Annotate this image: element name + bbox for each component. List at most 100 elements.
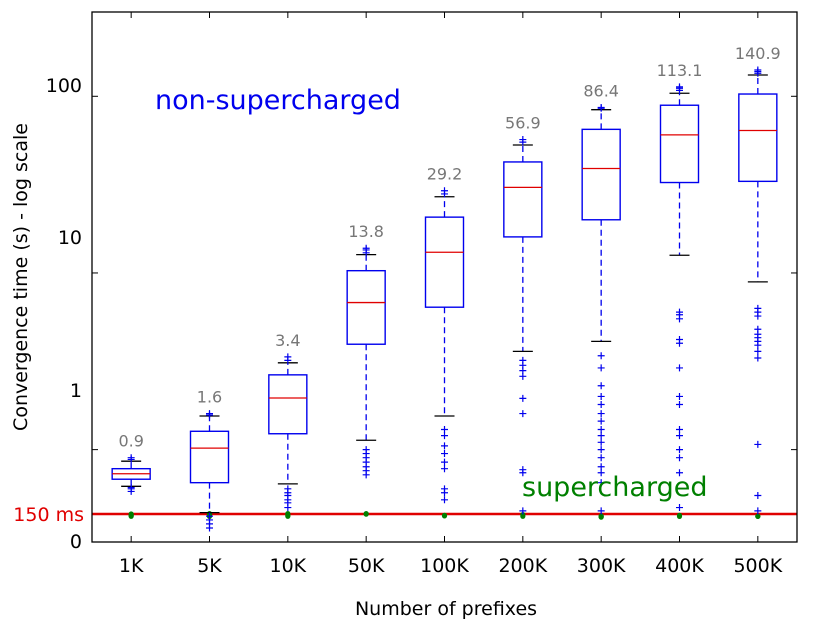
flier-point bbox=[754, 507, 762, 515]
box-iqr bbox=[268, 374, 308, 435]
flier-point bbox=[441, 458, 448, 466]
flier-point bbox=[441, 425, 448, 433]
flier-point bbox=[597, 438, 605, 446]
supercharged-point bbox=[363, 511, 369, 517]
box-iqr bbox=[581, 128, 621, 221]
max-value-label: 56.9 bbox=[505, 114, 541, 133]
box-50K: 13.8 bbox=[346, 222, 386, 479]
x-tick-label: 200K bbox=[498, 555, 547, 577]
max-value-label: 29.2 bbox=[427, 165, 463, 184]
flier-point bbox=[676, 336, 683, 344]
x-tick-label: 5K bbox=[197, 555, 222, 577]
box-10K: 3.4 bbox=[268, 331, 308, 512]
flier-point bbox=[597, 469, 605, 477]
y-tick-label-1: 1 bbox=[70, 380, 82, 402]
flier-point bbox=[676, 392, 683, 400]
flier-point bbox=[127, 484, 135, 492]
flier-point bbox=[597, 392, 605, 400]
box-iqr bbox=[503, 161, 543, 238]
flier-point bbox=[676, 364, 683, 372]
flier-point bbox=[597, 463, 605, 471]
flier-point bbox=[441, 442, 448, 450]
flier-point bbox=[441, 432, 448, 440]
box-200K: 56.9 bbox=[503, 114, 543, 515]
box-iqr bbox=[189, 430, 230, 484]
y-tick-label-10: 10 bbox=[58, 227, 82, 249]
flier-point bbox=[362, 244, 370, 252]
x-tick-label: 10K bbox=[270, 555, 307, 577]
flier-point bbox=[441, 496, 448, 504]
box-500K: 140.9 bbox=[735, 44, 781, 515]
supercharged-point bbox=[676, 513, 683, 520]
x-tick-label: 50K bbox=[348, 555, 385, 577]
supercharged-point bbox=[441, 513, 448, 519]
flier-point bbox=[597, 432, 605, 440]
max-value-label: 140.9 bbox=[735, 44, 781, 63]
box-1K: 0.9 bbox=[111, 432, 151, 495]
flier-point bbox=[754, 66, 762, 74]
flier-point bbox=[597, 104, 605, 112]
box-iqr bbox=[659, 104, 700, 184]
flier-point bbox=[519, 507, 527, 515]
flier-point bbox=[676, 401, 683, 409]
flier-point bbox=[676, 454, 683, 462]
flier-point bbox=[754, 354, 762, 362]
max-value-label: 113.1 bbox=[657, 61, 703, 80]
x-tick-label: 100K bbox=[420, 555, 469, 577]
flier-point bbox=[754, 304, 762, 312]
x-tick-label: 500K bbox=[733, 555, 782, 577]
supercharged-point bbox=[598, 514, 604, 520]
reference-line-label: 150 ms bbox=[13, 504, 84, 526]
supercharged-point bbox=[285, 513, 291, 519]
flier-point bbox=[676, 446, 683, 454]
supercharged-point bbox=[520, 513, 526, 519]
flier-point bbox=[441, 450, 448, 458]
flier-point bbox=[754, 325, 762, 333]
flier-point bbox=[519, 466, 527, 474]
max-value-label: 1.6 bbox=[197, 388, 222, 407]
x-axis-title: Number of prefixes bbox=[355, 598, 537, 620]
annotation-supercharged: supercharged bbox=[522, 472, 707, 503]
flier-point bbox=[597, 364, 605, 372]
box-5K: 1.6 bbox=[189, 388, 230, 532]
flier-point bbox=[597, 352, 605, 360]
flier-point bbox=[754, 347, 762, 355]
box-300K: 86.4 bbox=[581, 82, 621, 515]
flier-point bbox=[754, 440, 762, 448]
flier-point bbox=[676, 83, 683, 91]
max-value-label: 0.9 bbox=[118, 432, 143, 451]
flier-point bbox=[597, 446, 605, 454]
max-value-label: 3.4 bbox=[275, 331, 300, 350]
supercharged-point bbox=[128, 513, 134, 519]
flier-point bbox=[676, 425, 683, 433]
plot-frame bbox=[91, 11, 798, 543]
y-tick-label-100: 100 bbox=[46, 75, 82, 97]
box-400K: 113.1 bbox=[657, 61, 703, 512]
max-value-label: 86.4 bbox=[583, 82, 619, 101]
flier-point bbox=[597, 410, 605, 418]
flier-point bbox=[676, 308, 683, 316]
y-tick-label-0: 0 bbox=[70, 531, 82, 553]
flier-point bbox=[597, 417, 605, 425]
flier-point bbox=[597, 479, 605, 487]
box-iqr bbox=[738, 93, 778, 183]
flier-point bbox=[754, 491, 762, 499]
flier-point bbox=[676, 469, 683, 477]
flier-point bbox=[441, 187, 448, 195]
annotation-non-supercharged: non-supercharged bbox=[155, 85, 401, 116]
flier-point bbox=[597, 401, 605, 409]
flier-point bbox=[206, 512, 213, 520]
flier-point bbox=[597, 425, 605, 433]
flier-point bbox=[284, 485, 292, 493]
x-tick-labels: 1K 5K 10K 50K 100K 200K 300K 400K 500K bbox=[119, 555, 783, 577]
plot-area: 0.9 1.6 3.4 13.8 29.2 56.9 86.4 113.1 140.9 bbox=[92, 12, 797, 542]
max-value-label: 13.8 bbox=[348, 222, 384, 241]
flier-point bbox=[441, 465, 448, 473]
flier-point bbox=[441, 485, 448, 493]
box-100K: 29.2 bbox=[424, 165, 465, 504]
flier-point bbox=[362, 446, 370, 454]
flier-point bbox=[676, 504, 683, 512]
flier-point bbox=[519, 410, 527, 418]
x-tick-label: 1K bbox=[119, 555, 144, 577]
